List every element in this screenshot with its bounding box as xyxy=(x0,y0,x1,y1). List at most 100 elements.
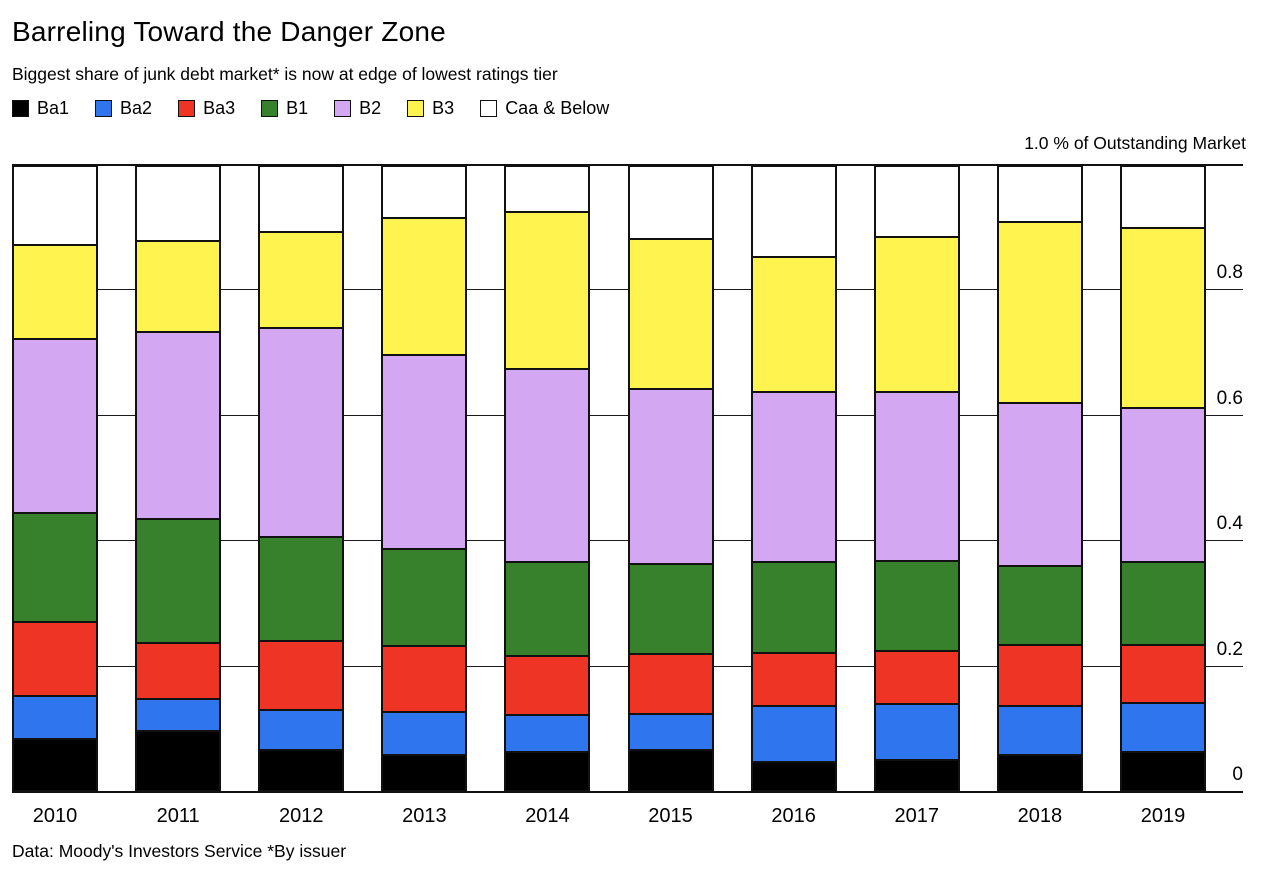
bar-segment-ba3-2016 xyxy=(752,651,835,705)
bar-segment-ba3-2014 xyxy=(506,655,589,714)
bar-2013 xyxy=(381,165,468,792)
bar-segment-ba2-2012 xyxy=(260,708,343,750)
bar-segment-ba3-2017 xyxy=(875,649,958,703)
bar-segment-ba1-2013 xyxy=(383,753,466,790)
bar-segment-ba1-2015 xyxy=(629,749,712,790)
bar-segment-b3-2013 xyxy=(383,217,466,354)
gridline-0.6 xyxy=(12,414,1243,416)
bar-segment-b2-2016 xyxy=(752,391,835,562)
legend-item-ba1: Ba1 xyxy=(12,98,69,119)
x-axis-label-2010: 2010 xyxy=(32,805,78,827)
bar-segment-b1-2019 xyxy=(1122,561,1204,644)
bar-segment-ba2-2013 xyxy=(383,710,466,754)
bar-segment-b1-2010 xyxy=(14,511,96,621)
legend-item-b3: B3 xyxy=(407,98,454,119)
y-tick-label-0.8: 0.8 xyxy=(1216,262,1243,284)
y-axis-unit-label: 1.0 % of Outstanding Market xyxy=(1024,133,1246,153)
bar-segment-b3-2015 xyxy=(629,238,712,388)
y-tick-label-0.4: 0.4 xyxy=(1216,513,1243,535)
gridline-0 xyxy=(12,791,1243,793)
bar-segment-caa-below-2018 xyxy=(998,167,1081,222)
legend-item-ba3: Ba3 xyxy=(178,98,235,119)
gridline-0.2 xyxy=(12,665,1243,667)
x-axis-label-2011: 2011 xyxy=(156,805,200,827)
bar-segment-caa-below-2013 xyxy=(383,167,466,218)
x-axis-label-2015: 2015 xyxy=(648,805,693,827)
bar-segment-b2-2017 xyxy=(875,391,958,561)
x-axis-label-2013: 2013 xyxy=(402,805,447,827)
bar-segment-ba3-2018 xyxy=(998,643,1081,705)
bar-segment-b2-2019 xyxy=(1122,406,1204,562)
legend-label-caa-below: Caa & Below xyxy=(505,98,610,118)
legend-item-b2: B2 xyxy=(334,98,381,119)
bar-segment-b1-2012 xyxy=(260,535,343,641)
bar-segment-ba2-2015 xyxy=(629,712,712,750)
legend-item-caa-below: Caa & Below xyxy=(480,98,609,119)
source-note: Data: Moody's Investors Service *By issu… xyxy=(12,841,347,861)
bar-segment-b1-2013 xyxy=(383,548,466,645)
bar-segment-b3-2012 xyxy=(260,230,343,328)
bar-segment-caa-below-2014 xyxy=(506,167,589,212)
legend-swatch-ba1 xyxy=(12,100,29,117)
bar-segment-ba1-2019 xyxy=(1122,751,1204,790)
bar-segment-caa-below-2012 xyxy=(260,167,343,231)
bar-segment-ba2-2011 xyxy=(137,698,220,731)
legend-swatch-b2 xyxy=(334,100,352,117)
legend: Ba1 Ba2 Ba3 B1 B2 B3 Caa & Below xyxy=(12,98,609,119)
bar-2014 xyxy=(504,165,591,792)
gridline-1 xyxy=(12,164,1243,166)
bar-2010 xyxy=(12,165,98,792)
chart-title: Barreling Toward the Danger Zone xyxy=(12,16,446,47)
bar-segment-caa-below-2015 xyxy=(629,167,712,239)
bar-2019 xyxy=(1120,165,1206,792)
bar-2016 xyxy=(750,165,837,792)
legend-swatch-ba3 xyxy=(178,100,196,117)
bar-segment-b1-2018 xyxy=(998,565,1081,644)
bar-segment-ba1-2011 xyxy=(137,730,220,790)
bar-segment-b1-2014 xyxy=(506,561,589,656)
bar-2012 xyxy=(258,165,345,792)
bar-segment-b1-2017 xyxy=(875,560,958,650)
bar-segment-b1-2011 xyxy=(137,517,220,642)
bar-segment-b3-2019 xyxy=(1122,226,1204,407)
bar-segment-ba3-2015 xyxy=(629,652,712,713)
bar-segment-caa-below-2019 xyxy=(1122,167,1204,227)
bar-segment-ba1-2016 xyxy=(752,760,835,790)
bar-segment-ba1-2014 xyxy=(506,751,589,790)
bar-segment-b2-2014 xyxy=(506,368,589,562)
bar-segment-b1-2015 xyxy=(629,563,712,653)
legend-label-ba1: Ba1 xyxy=(37,98,70,118)
bar-segment-b3-2014 xyxy=(506,211,589,369)
bar-segment-ba1-2012 xyxy=(260,749,343,790)
bar-segment-b3-2016 xyxy=(752,256,835,392)
gridline-0.8 xyxy=(12,289,1243,291)
chart-subtitle: Biggest share of junk debt market* is no… xyxy=(12,64,558,84)
legend-item-ba2: Ba2 xyxy=(95,98,152,119)
x-axis-label-2016: 2016 xyxy=(771,805,816,827)
bar-segment-ba2-2017 xyxy=(875,702,958,759)
bar-segment-ba3-2012 xyxy=(260,640,343,709)
y-tick-label-0.2: 0.2 xyxy=(1216,638,1243,660)
bar-segment-b2-2011 xyxy=(137,331,220,518)
bar-segment-ba2-2019 xyxy=(1122,701,1204,752)
bar-segment-b2-2015 xyxy=(629,387,712,564)
bar-2017 xyxy=(873,165,960,792)
bar-segment-b2-2012 xyxy=(260,327,343,536)
bar-segment-ba1-2010 xyxy=(14,738,96,790)
x-axis-label-2014: 2014 xyxy=(525,805,570,827)
x-axis-label-2012: 2012 xyxy=(278,805,324,827)
bar-segment-ba2-2014 xyxy=(506,713,589,752)
bar-2018 xyxy=(996,165,1083,792)
legend-swatch-b1 xyxy=(261,100,279,117)
bar-segment-ba2-2016 xyxy=(752,704,835,761)
bar-segment-ba1-2018 xyxy=(998,753,1081,790)
bar-segment-caa-below-2010 xyxy=(14,167,96,244)
legend-label-ba2: Ba2 xyxy=(120,98,153,118)
bar-segment-ba3-2019 xyxy=(1122,643,1204,702)
gridline-0.4 xyxy=(12,540,1243,542)
bar-segment-ba2-2018 xyxy=(998,704,1081,754)
legend-swatch-caa-below xyxy=(480,100,498,117)
legend-swatch-b3 xyxy=(407,100,425,117)
legend-swatch-ba2 xyxy=(95,100,113,117)
